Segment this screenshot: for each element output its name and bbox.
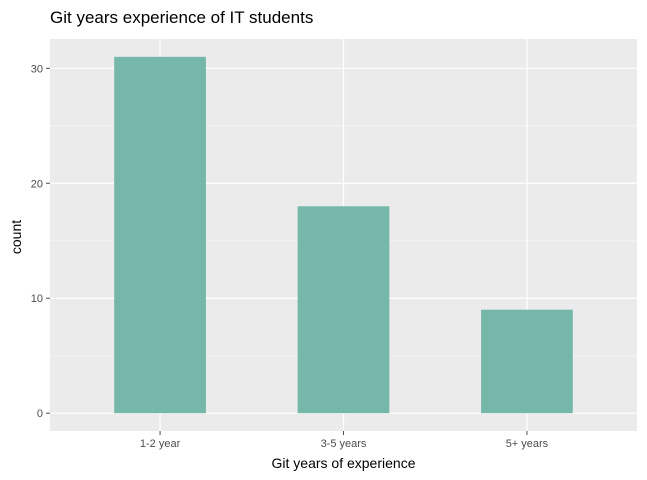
x-tick-label: 1-2 year (140, 438, 181, 450)
bars (114, 56, 573, 414)
y-tick-label: 10 (31, 293, 43, 305)
y-tick-label: 30 (31, 63, 43, 75)
y-tick-label: 0 (37, 408, 43, 420)
y-axis-title: count (8, 220, 24, 254)
bar-5-years (481, 309, 573, 414)
chart-title: Git years experience of IT students (50, 8, 313, 27)
bar-3-5-years (297, 206, 390, 414)
bar-1-2-year (114, 56, 206, 414)
x-tick-label: 3-5 years (321, 438, 367, 450)
y-tick-label: 20 (31, 178, 43, 190)
x-axis-title: Git years of experience (272, 455, 416, 471)
x-tick-label: 5+ years (506, 438, 549, 450)
axes: 0 10 20 30 1-2 year 3-5 years 5+ years (31, 63, 549, 450)
